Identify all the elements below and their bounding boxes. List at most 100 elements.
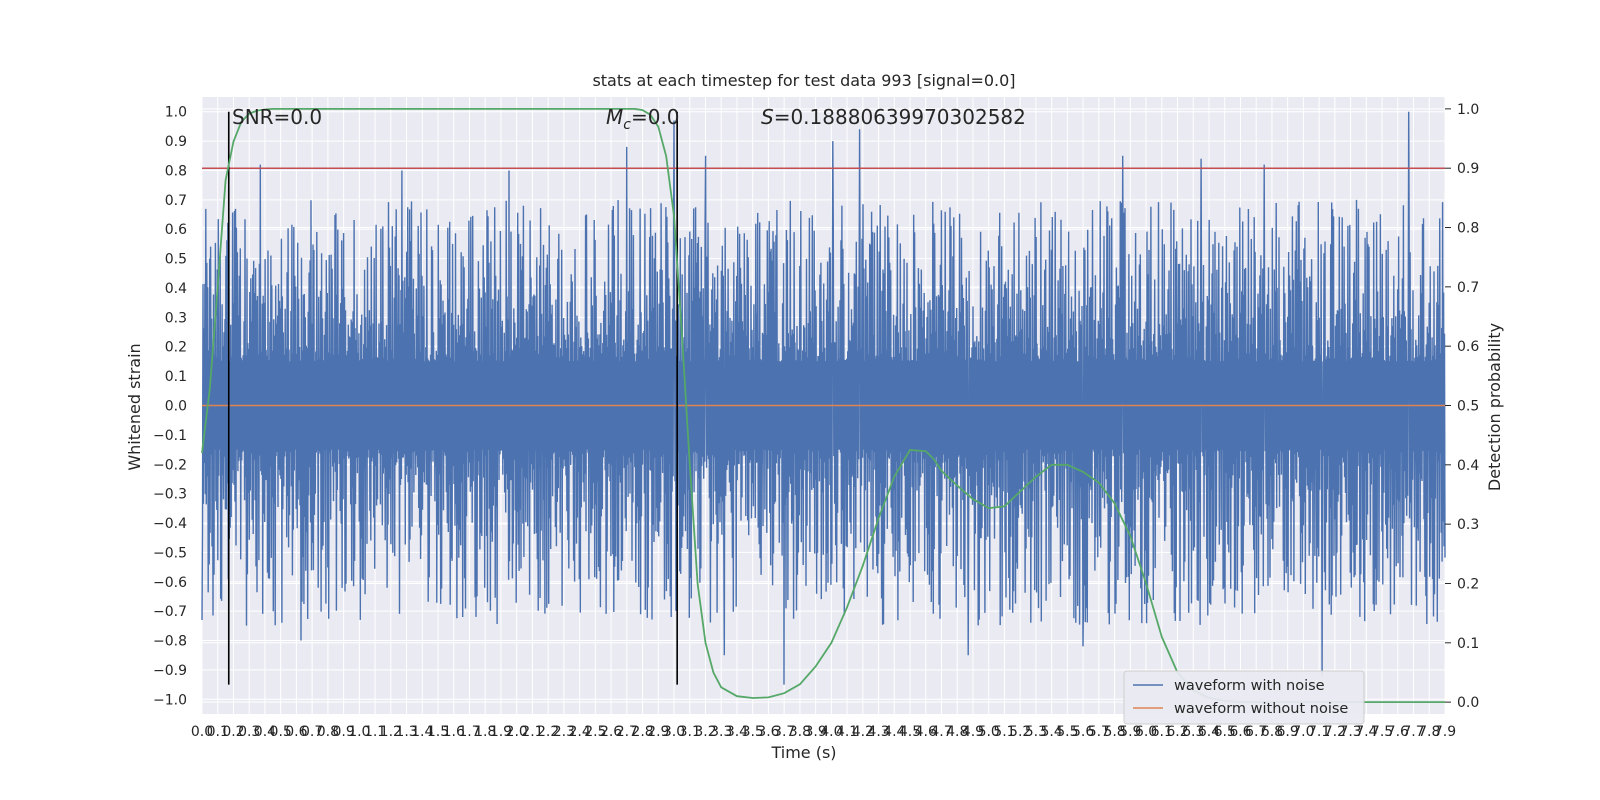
x-tick-label: 1.7 [458,724,480,740]
legend: waveform with noise waveform without noi… [1123,670,1365,725]
legend-label-waveform-with-noise: waveform with noise [1174,678,1325,694]
y-tick-label: −1.0 [153,692,187,708]
x-tick-label: 2.7 [616,724,638,740]
x-tick-label: 6.9 [1277,724,1299,740]
x-tick-label: 4.6 [915,724,937,740]
x-tick-label: 2.3 [553,724,575,740]
x-tick-label: 3.9 [805,724,827,740]
x-tick-label: 1.4 [411,724,433,740]
x-tick-label: 7.3 [1339,724,1361,740]
x-tick-label: 7.8 [1418,724,1440,740]
y2-tick-label: 0.4 [1457,458,1479,474]
chirp-mass-annotation: Mc=0.0 [606,105,680,133]
x-tick-label: 0.6 [285,724,307,740]
y-tick-label: 0.5 [165,252,187,268]
x-tick-label: 7.2 [1324,724,1346,740]
y-tick-label: −0.3 [153,487,187,503]
x-tick-label: 0.4 [254,724,276,740]
x-tick-label: 4.3 [867,724,889,740]
y-tick-label: 0.4 [165,281,187,297]
x-tick-label: 1.5 [427,724,449,740]
x-tick-label: 0.0 [191,724,213,740]
x-tick-label: 2.4 [568,724,590,740]
x-tick-label: 3.7 [773,724,795,740]
x-tick-label: 0.3 [238,724,260,740]
x-tick-label: 6.7 [1245,724,1267,740]
x-tick-label: 0.5 [270,724,292,740]
x-tick-label: 4.4 [883,724,905,740]
x-tick-label: 3.2 [694,724,716,740]
y-tick-label: 0.8 [165,163,187,179]
y-tick-label: 0.1 [165,369,187,385]
x-tick-label: 1.6 [443,724,465,740]
x-tick-label: 6.0 [1135,724,1157,740]
y-tick-label: −0.8 [153,634,187,650]
y-tick-label: −0.4 [153,516,187,532]
y2-axis-ticks: 1.0 0.9 0.8 0.7 0.6 0.5 0.4 0.3 0.2 0.1 0.0 [1445,102,1479,711]
y-tick-label: −0.7 [153,604,187,620]
y2-tick-label: 1.0 [1457,102,1479,118]
y-tick-label: 1.0 [165,105,187,121]
y-tick-label: 0.6 [165,222,187,238]
y-tick-label: 0.3 [165,310,187,326]
x-tick-label: 2.6 [600,724,622,740]
x-tick-label: 3.0 [663,724,685,740]
y-tick-label: 0.9 [165,134,187,150]
x-tick-label: 6.6 [1229,724,1251,740]
y-tick-label: −0.5 [153,545,187,561]
y-tick-label: −0.6 [153,575,187,591]
series-detection-probability [201,108,1445,703]
noise-line [201,111,1446,685]
x-tick-label: 4.1 [836,724,858,740]
x-tick-label: 1.0 [348,724,370,740]
x-tick-label: 3.1 [679,724,701,740]
x-tick-label: 7.4 [1355,724,1377,740]
y2-axis-label: Detection probability [1485,323,1504,491]
legend-box [1123,670,1365,725]
x-tick-label: 7.7 [1402,724,1424,740]
x-tick-label: 3.5 [742,724,764,740]
x-tick-label: 0.1 [207,724,229,740]
y-tick-label: 0.2 [165,340,187,356]
x-tick-label: 7.1 [1308,724,1330,740]
x-tick-label: 5.5 [1056,724,1078,740]
y-tick-label: 0.7 [165,193,187,209]
x-tick-label: 1.8 [474,724,496,740]
x-tick-label: 4.2 [852,724,874,740]
legend-label-waveform-without-noise: waveform without noise [1174,701,1348,717]
x-tick-label: 6.8 [1261,724,1283,740]
y-tick-label: 0.0 [165,399,187,415]
x-tick-label: 2.1 [521,724,543,740]
x-tick-label: 4.8 [946,724,968,740]
x-tick-label: 5.0 [978,724,1000,740]
y2-tick-label: 0.6 [1457,339,1479,355]
x-tick-label: 7.5 [1371,724,1393,740]
x-tick-label: 1.3 [395,724,417,740]
snr-annotation: SNR=0.0 [232,105,322,129]
x-tick-label: 6.2 [1166,724,1188,740]
y2-tick-label: 0.2 [1457,576,1479,592]
x-tick-label: 0.8 [317,724,339,740]
x-tick-label: 4.0 [820,724,842,740]
series-waveform-with-noise [201,111,1446,685]
x-tick-label: 4.9 [962,724,984,740]
chart-title: stats at each timestep for test data 993… [592,71,1015,90]
marker-lines [227,111,678,685]
x-tick-label: 0.9 [332,724,354,740]
x-axis-ticks: 0.00.10.20.30.40.50.60.70.80.91.01.11.21… [191,724,1456,740]
x-axis-label: Time (s) [770,743,836,762]
x-tick-label: 5.3 [1025,724,1047,740]
x-tick-label: 1.9 [490,724,512,740]
x-tick-label: 6.5 [1214,724,1236,740]
x-tick-label: 6.1 [1151,724,1173,740]
x-tick-label: 6.4 [1198,724,1220,740]
x-tick-label: 1.1 [364,724,386,740]
x-tick-label: 5.2 [1009,724,1031,740]
x-tick-label: 6.3 [1182,724,1204,740]
x-tick-label: 2.2 [537,724,559,740]
y-tick-label: −0.9 [153,663,187,679]
x-tick-label: 4.5 [899,724,921,740]
x-tick-label: 5.7 [1088,724,1110,740]
x-tick-label: 2.8 [631,724,653,740]
